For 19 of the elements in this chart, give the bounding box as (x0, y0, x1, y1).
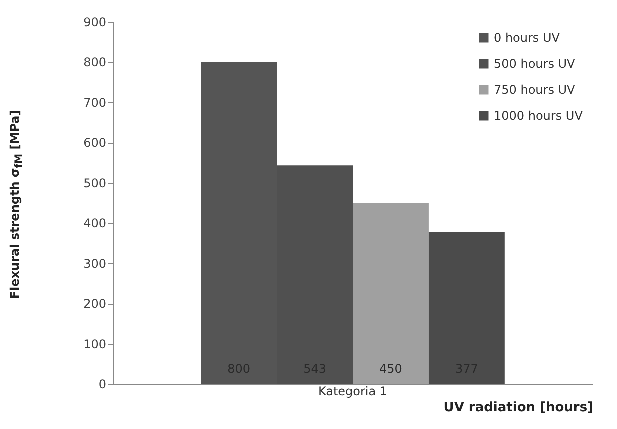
y-tick-label: 700 (84, 96, 106, 110)
y-tick-label: 0 (98, 378, 106, 392)
y-tick-label: 100 (84, 337, 106, 352)
x-tick-label: Kategoria 1 (318, 384, 388, 398)
bar (353, 203, 429, 384)
y-tick-label: 200 (84, 297, 106, 312)
y-tick-label: 800 (84, 56, 106, 70)
y-tick-label: 300 (84, 256, 106, 271)
data-label: 450 (380, 362, 402, 376)
legend-label: 1000 hours UV (494, 109, 584, 123)
y-tick-label: 400 (84, 216, 106, 231)
legend-label: 750 hours UV (494, 83, 576, 97)
y-tick-label: 600 (84, 136, 106, 150)
y-tick-label: 500 (84, 176, 106, 190)
y-tick-label: 900 (84, 16, 106, 30)
legend-label: 500 hours UV (494, 57, 576, 71)
x-axis-title: UV radiation [hours] (444, 400, 594, 416)
legend-label: 0 hours UV (494, 31, 561, 45)
bar (428, 232, 505, 384)
